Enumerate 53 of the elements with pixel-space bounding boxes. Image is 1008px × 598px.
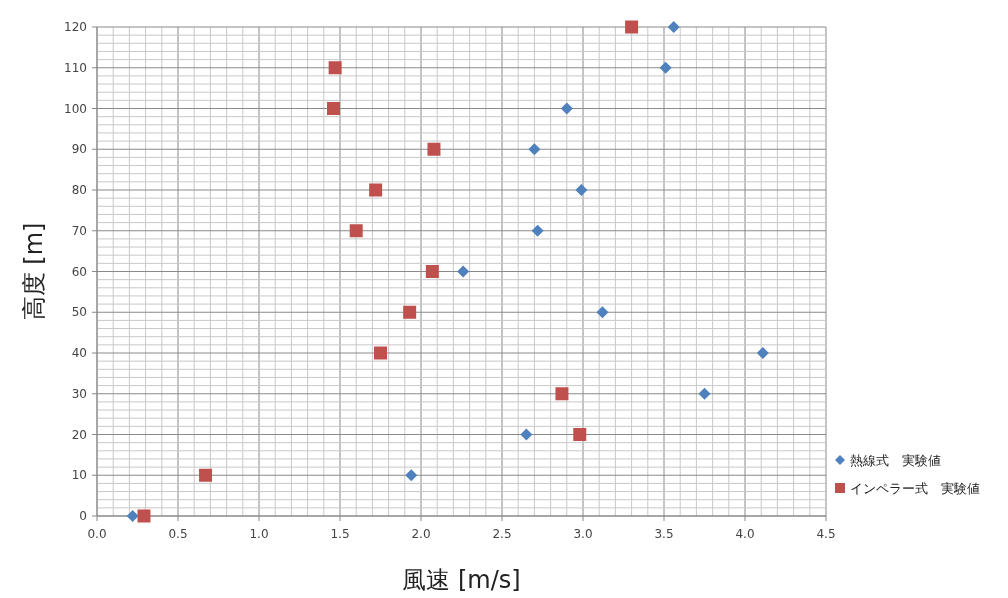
y-tick-label: 20 <box>71 427 87 442</box>
point <box>137 509 151 523</box>
x-tick-label: 1.5 <box>330 527 350 541</box>
x-axis-title: 風速 [m/s] <box>402 566 521 594</box>
x-tick-label: 2.0 <box>411 527 431 541</box>
y-tick-label: 110 <box>64 60 87 75</box>
point <box>405 469 418 482</box>
point <box>427 142 441 156</box>
point <box>199 468 213 482</box>
y-tick-label: 70 <box>71 223 87 238</box>
y-tick-label: 60 <box>71 264 87 279</box>
x-tick-label: 4.5 <box>816 527 836 541</box>
y-tick-label: 50 <box>71 305 87 320</box>
y-tick-label: 120 <box>64 20 87 34</box>
y-tick-label: 90 <box>71 142 87 157</box>
point <box>457 265 470 278</box>
x-tick-label: 4.0 <box>735 527 755 541</box>
point <box>403 305 417 319</box>
point <box>531 224 544 237</box>
point <box>756 347 769 359</box>
y-tick-label: 80 <box>71 183 87 197</box>
x-tick-label: 2.5 <box>492 527 512 541</box>
x-tick-label: 1.0 <box>249 527 269 541</box>
point <box>126 510 139 522</box>
x-tick-label: 3.0 <box>573 527 593 541</box>
point <box>573 428 587 441</box>
y-tick-label: 0 <box>79 509 87 523</box>
point <box>328 61 342 75</box>
point <box>555 387 569 401</box>
y-tick-label: 10 <box>71 468 87 483</box>
x-tick-label: 0.5 <box>168 527 188 541</box>
point <box>425 265 439 278</box>
point <box>698 387 711 400</box>
y-axis-title: 高度 [m] <box>20 222 48 321</box>
point <box>659 61 672 74</box>
point <box>667 21 680 33</box>
point <box>528 143 541 156</box>
point <box>625 20 639 34</box>
point <box>374 346 387 360</box>
point <box>596 306 609 319</box>
legend-label: インペラー式 実験値 <box>850 481 980 496</box>
x-tick-label: 3.5 <box>654 527 674 541</box>
point <box>369 183 383 197</box>
point <box>349 224 363 238</box>
point <box>327 102 341 115</box>
y-tick-label: 30 <box>71 386 87 401</box>
y-tick-label: 100 <box>64 101 87 116</box>
legend-label: 熱線式 実験値 <box>850 453 941 468</box>
y-tick-label: 40 <box>71 346 87 360</box>
point <box>520 428 533 441</box>
x-tick-label: 0.0 <box>87 527 107 541</box>
point <box>575 184 588 196</box>
point <box>560 102 573 115</box>
